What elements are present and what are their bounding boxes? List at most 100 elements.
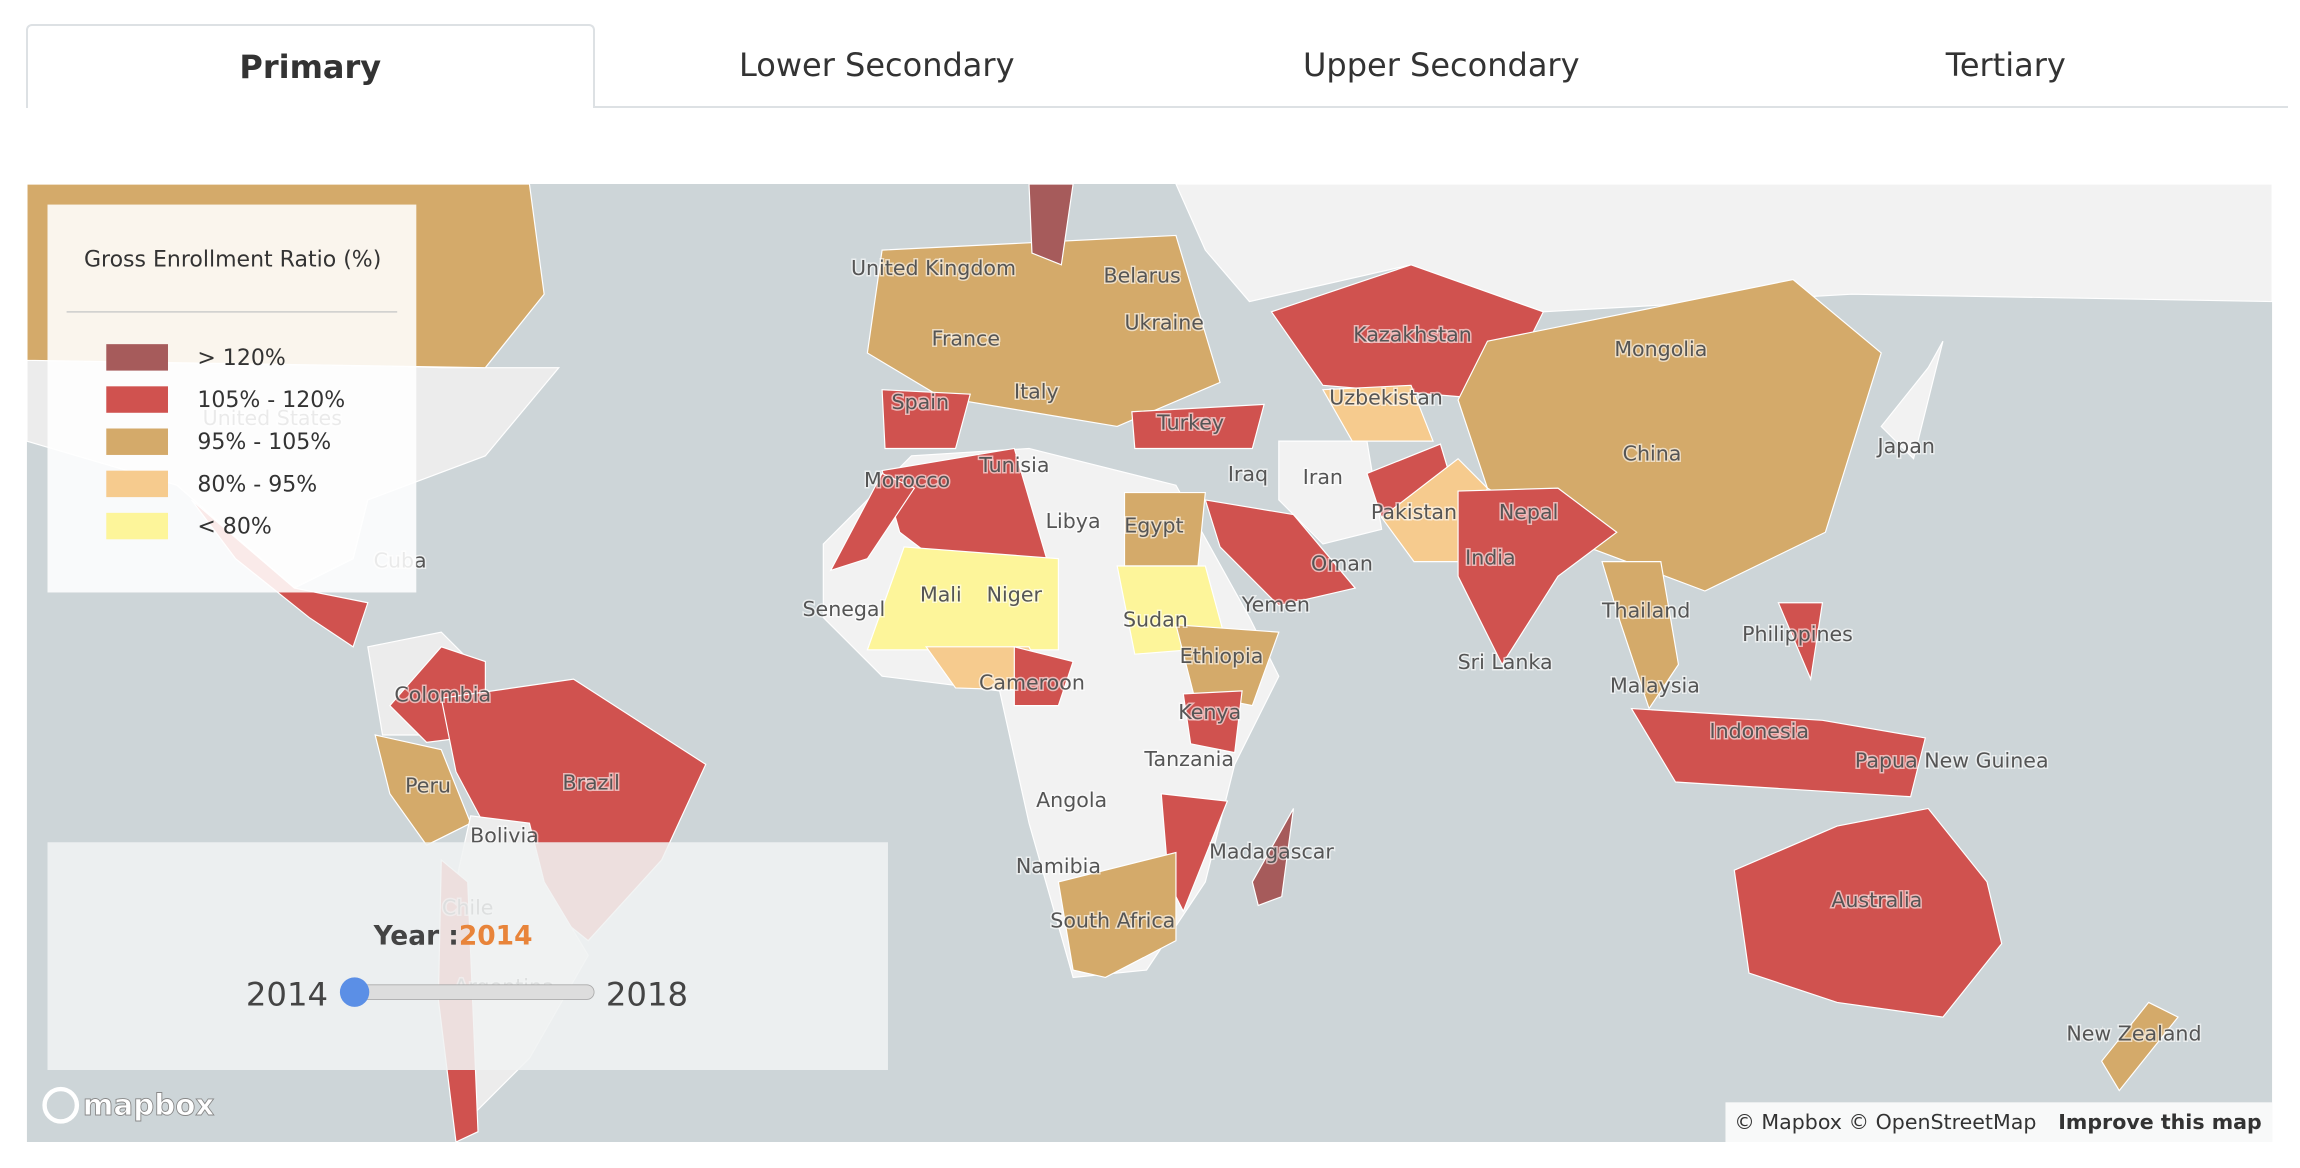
country — [1457, 487, 1618, 666]
country-label: Thailand — [1601, 599, 1690, 623]
country-label: South Africa — [1050, 909, 1175, 933]
country — [866, 234, 1221, 428]
map: United StatesUnited KingdomBelarusUkrain… — [26, 184, 2273, 1142]
country-label: Kazakhstan — [1353, 322, 1471, 346]
attribution-box — [1725, 1102, 2273, 1142]
legend-title: Gross Enrollment Ratio (%) — [84, 247, 381, 272]
logo-icon — [42, 1086, 80, 1124]
country-label: Japan — [1876, 434, 1935, 458]
country — [1251, 808, 1295, 907]
legend-swatch — [106, 386, 168, 413]
tab[interactable]: Tertiary — [1945, 46, 2066, 84]
country-label: Angola — [1036, 788, 1107, 812]
country-label: Brazil — [562, 770, 619, 794]
country-label: Turkey — [1156, 411, 1224, 435]
country-label: Australia — [1831, 888, 1922, 912]
slider-max: 2018 — [606, 976, 688, 1014]
country-label: Italy — [1014, 380, 1059, 404]
country-label: Papua New Guinea — [1855, 748, 2049, 772]
country-label: Pakistan — [1371, 500, 1457, 524]
slider-panel — [47, 842, 888, 1071]
country — [1028, 184, 1074, 266]
improve-link[interactable]: Improve this map — [2058, 1110, 2262, 1134]
legend-label: 95% - 105% — [197, 430, 331, 455]
country — [1013, 646, 1074, 707]
country-label: Egypt — [1124, 513, 1183, 537]
country-label: Madagascar — [1209, 840, 1334, 864]
country-label: Ukraine — [1124, 311, 1203, 335]
legend-swatch — [106, 470, 168, 498]
country-label: Mongolia — [1614, 337, 1707, 361]
country-label: Yemen — [1241, 593, 1310, 617]
map-labels: United StatesUnited KingdomBelarusUkrain… — [201, 255, 2203, 1047]
country-label: Indonesia — [1710, 719, 1809, 743]
tab[interactable]: Upper Secondary — [1302, 46, 1580, 84]
country-label: Spain — [892, 390, 949, 414]
country — [2100, 1001, 2179, 1092]
country-label: Uzbekistan — [1329, 386, 1443, 410]
country-label: Niger — [987, 582, 1043, 606]
country-label: Ethiopia — [1180, 644, 1264, 668]
country — [866, 546, 1059, 651]
land — [1880, 340, 1944, 460]
country-label: Kenya — [1178, 700, 1241, 724]
country-label: Tanzania — [1143, 747, 1234, 771]
country-label: Namibia — [1016, 854, 1101, 878]
year-label: Year : — [373, 920, 459, 951]
legend-swatch — [106, 428, 168, 455]
country — [1630, 707, 1927, 798]
country-label: Iraq — [1228, 462, 1268, 486]
country-label: India — [1465, 546, 1515, 570]
tab-bar: Primary Lower Secondary Upper Secondary Ter… — [26, 24, 2288, 108]
country-label: Colombia — [394, 682, 491, 706]
country — [1160, 793, 1229, 913]
country-label: Tunisia — [978, 453, 1049, 477]
country-label: Senegal — [802, 597, 885, 621]
country — [374, 734, 472, 846]
country-label: United Kingdom — [851, 256, 1016, 280]
country-label: Nepal — [1499, 500, 1558, 524]
legend-items: > 120% 105% - 120% 95% - 105% 80% - 95% < 80… — [106, 344, 345, 540]
country — [1204, 499, 1357, 607]
country — [1601, 561, 1680, 710]
year-slider: Year :2014 2014 2018 — [47, 842, 888, 1071]
country-label: Cameroon — [979, 671, 1085, 695]
country-label: New Zealand — [2066, 1022, 2201, 1046]
slider-knob[interactable] — [339, 977, 370, 1007]
country — [1131, 403, 1265, 450]
legend-label: < 80% — [197, 515, 271, 540]
slider-track[interactable] — [352, 984, 595, 1000]
country — [829, 472, 916, 572]
year-heading: Year :2014 — [373, 920, 533, 951]
legend-swatch — [106, 512, 168, 540]
country-label: Iran — [1303, 465, 1343, 489]
mapbox-logo: mapbox — [42, 1086, 215, 1124]
country-label: Sri Lanka — [1458, 650, 1553, 674]
tab[interactable]: Lower Secondary — [739, 46, 1015, 84]
country-label: Sudan — [1123, 607, 1188, 631]
tab[interactable]: Primary — [26, 24, 595, 108]
attribution: © Mapbox © OpenStreetMap — [1734, 1110, 2036, 1134]
country-label: Peru — [405, 773, 451, 797]
country-label: China — [1623, 441, 1682, 465]
country — [881, 389, 971, 450]
legend-label: > 120% — [197, 346, 285, 371]
country — [1057, 851, 1177, 979]
country-label: Mali — [920, 582, 962, 606]
legend: Gross Enrollment Ratio (%) > 120% 105% - … — [47, 204, 417, 593]
year-value: 2014 — [459, 920, 533, 951]
legend-label: 105% - 120% — [197, 388, 345, 413]
country-label: Libya — [1046, 509, 1101, 533]
country-label: Philippines — [1742, 622, 1853, 646]
country — [1777, 602, 1824, 682]
country-label: Belarus — [1104, 264, 1181, 288]
country-label: Morocco — [864, 468, 950, 492]
slider-min: 2014 — [246, 976, 328, 1014]
country — [1175, 624, 1280, 707]
country-label: Oman — [1311, 552, 1373, 576]
country — [1321, 384, 1434, 442]
legend-swatch — [106, 344, 168, 371]
logo-text: mapbox — [83, 1088, 215, 1122]
country-label: Malaysia — [1610, 674, 1700, 698]
